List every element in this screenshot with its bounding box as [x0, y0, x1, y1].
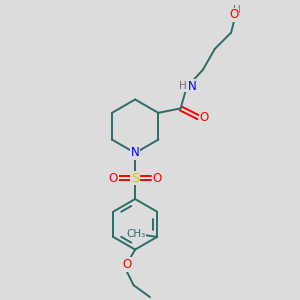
Text: H: H [233, 5, 241, 15]
Text: S: S [131, 172, 139, 185]
Text: N: N [131, 146, 140, 160]
Text: O: O [199, 111, 208, 124]
Text: O: O [230, 8, 239, 21]
Text: O: O [152, 172, 161, 185]
Text: CH₃: CH₃ [127, 229, 146, 239]
Text: O: O [109, 172, 118, 185]
Text: N: N [188, 80, 196, 93]
Text: H: H [179, 81, 187, 91]
Text: O: O [122, 258, 132, 271]
